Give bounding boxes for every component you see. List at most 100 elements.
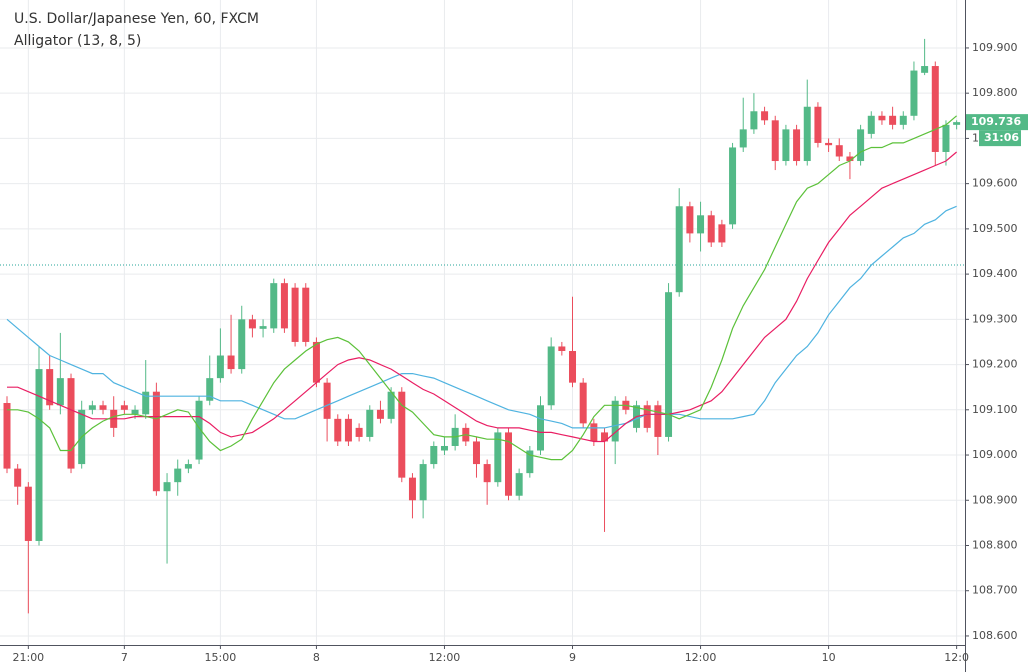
candle-body xyxy=(931,66,939,152)
candle-body xyxy=(35,369,43,541)
alligator-line xyxy=(7,151,957,443)
last-price-box xyxy=(966,114,1028,131)
candle-body xyxy=(611,400,619,442)
candle-body xyxy=(867,115,875,134)
candle-body xyxy=(515,473,523,496)
y-tick-label: 109.500 xyxy=(972,222,1018,235)
candle-body xyxy=(398,391,406,478)
x-tick-label: 21:00 xyxy=(12,651,44,664)
candle-body xyxy=(430,445,438,465)
candle-body xyxy=(291,287,299,342)
candle-body xyxy=(526,450,534,474)
indicator-label: Alligator (13, 8, 5) xyxy=(14,33,141,49)
candle-body xyxy=(440,445,448,451)
candle-body xyxy=(408,477,416,501)
y-tick-label: 109.000 xyxy=(972,448,1018,461)
x-tick-label: 8 xyxy=(313,651,320,664)
candle-body xyxy=(846,156,854,162)
y-tick-label: 109.900 xyxy=(972,41,1018,54)
candle-body xyxy=(120,405,128,410)
candle-body xyxy=(99,405,107,410)
x-tick-label: 9 xyxy=(569,651,576,664)
candle-body xyxy=(569,350,577,383)
candle-body xyxy=(675,206,683,293)
candle-body xyxy=(3,403,11,469)
y-tick-label: 109.300 xyxy=(972,312,1018,325)
candle-body xyxy=(216,355,224,379)
candle-body xyxy=(248,319,256,329)
candle-body xyxy=(782,129,790,162)
x-tick-label: 10 xyxy=(822,651,836,664)
candle-body xyxy=(88,405,96,410)
candle-body xyxy=(227,355,235,370)
candle-body xyxy=(761,111,769,121)
candle-body xyxy=(547,346,555,406)
y-tick-label: 109.800 xyxy=(972,86,1018,99)
candle-body xyxy=(729,147,737,225)
candle-body xyxy=(857,129,865,162)
candle-body xyxy=(206,378,214,401)
candle-body xyxy=(953,122,961,125)
candle-body xyxy=(921,66,929,73)
candle-body xyxy=(707,215,715,243)
candle-body xyxy=(814,106,822,143)
y-tick-label: 108.600 xyxy=(972,629,1018,642)
axes: 108.600 108.700 108.800 108.900 109.000 109.1… xyxy=(12,41,1028,664)
y-tick-label: 108.800 xyxy=(972,538,1018,551)
candle-body xyxy=(697,215,705,234)
candle-body xyxy=(67,378,75,469)
alligator-line xyxy=(6,205,957,429)
candle-body xyxy=(334,418,342,442)
candle-body xyxy=(793,129,801,162)
x-tick-label: 12:00 xyxy=(685,651,717,664)
y-tick-label: 108.900 xyxy=(972,493,1018,506)
candle-body xyxy=(665,292,673,437)
countdown-box xyxy=(979,130,1021,147)
candle-body xyxy=(825,142,833,146)
candle-body xyxy=(376,409,384,419)
y-tick-label: 109.600 xyxy=(972,177,1018,190)
candle-body xyxy=(835,145,843,157)
plot xyxy=(3,38,961,614)
candle-body xyxy=(643,405,651,428)
candle-body xyxy=(537,405,544,451)
candle-body xyxy=(803,106,811,162)
candle-body xyxy=(46,369,54,406)
candle-body xyxy=(238,319,246,370)
candle-body xyxy=(718,224,726,243)
candle-body xyxy=(174,468,182,483)
candle-body xyxy=(579,382,587,424)
candle-body xyxy=(387,391,395,419)
candle-body xyxy=(366,409,374,437)
candle-body xyxy=(184,464,192,469)
chart-title: U.S. Dollar/Japanese Yen, 60, FXCM xyxy=(14,11,259,27)
candle-body xyxy=(312,341,320,383)
candle-body xyxy=(472,441,480,465)
candle-body xyxy=(323,382,331,419)
candle-body xyxy=(142,391,150,415)
candle-body xyxy=(483,464,491,483)
candle-body xyxy=(280,283,288,329)
y-tick-label: 109.400 xyxy=(972,267,1018,280)
candle-body xyxy=(355,427,363,437)
candle-body xyxy=(344,418,352,442)
candle-body xyxy=(494,432,502,483)
y-tick-label: 108.700 xyxy=(972,584,1018,597)
candle-body xyxy=(24,486,32,541)
candle-body xyxy=(152,391,160,492)
grid xyxy=(0,0,965,645)
candle-body xyxy=(942,124,950,152)
candle-body xyxy=(14,468,22,487)
candle-body xyxy=(270,283,278,329)
candle-body xyxy=(504,432,512,496)
countdown-label: 31:06 xyxy=(984,131,1019,144)
candle-body xyxy=(739,129,747,148)
candle-body xyxy=(686,206,694,234)
candle-body xyxy=(654,405,662,437)
candle-body xyxy=(302,287,310,342)
x-tick-label: 12:00 xyxy=(429,651,461,664)
last-price-label: 109.736 xyxy=(971,115,1021,128)
x-tick-label: 12:0 xyxy=(944,651,969,664)
y-tick-label: 109.100 xyxy=(972,403,1018,416)
